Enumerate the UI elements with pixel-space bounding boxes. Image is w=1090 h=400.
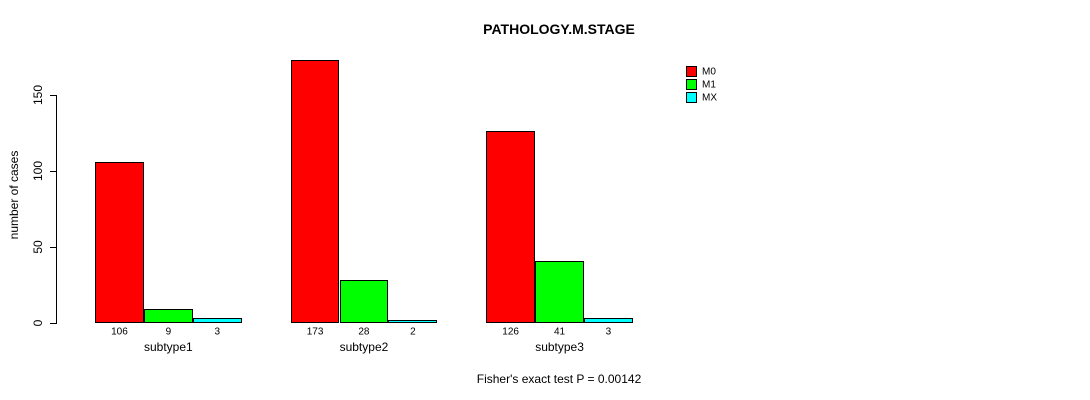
bar-mx-subtype1 xyxy=(192,318,242,323)
bar-value-label: 173 xyxy=(306,326,324,338)
footer-note: Fisher's exact test P = 0.00142 xyxy=(476,372,642,386)
bar-value-label: 106 xyxy=(111,326,128,338)
legend-label-m0: M0 xyxy=(702,66,716,77)
y-axis-tick-label: 0 xyxy=(31,319,45,327)
bar-m1-subtype2 xyxy=(339,280,389,323)
bar-value-label: 126 xyxy=(502,326,519,338)
bar-m0-subtype1 xyxy=(95,161,144,323)
y-axis-tick-label: 100 xyxy=(31,160,45,182)
bar-value-label: 28 xyxy=(358,326,370,338)
bar-m0-subtype3 xyxy=(486,131,536,323)
legend-swatch-m1 xyxy=(686,79,697,91)
y-axis-tick xyxy=(50,94,56,96)
bar-mx-subtype2 xyxy=(388,319,438,323)
bar-m1-subtype3 xyxy=(535,260,584,323)
x-category-label-subtype1: subtype1 xyxy=(143,340,193,354)
legend-swatch-mx xyxy=(686,92,697,104)
bar-m0-subtype2 xyxy=(290,60,340,323)
x-category-label-subtype3: subtype3 xyxy=(535,340,584,354)
y-axis-tick xyxy=(50,246,56,248)
bar-value-label: 3 xyxy=(605,326,612,338)
y-axis-tick xyxy=(50,170,56,172)
legend-label-mx: MX xyxy=(702,92,717,104)
legend-swatch-m0 xyxy=(686,66,697,77)
bar-value-label: 3 xyxy=(214,326,221,338)
bar-m1-subtype1 xyxy=(143,309,193,323)
bar-value-label: 2 xyxy=(410,326,416,338)
y-axis-tick-label: 150 xyxy=(31,84,45,106)
chart-title: PATHOLOGY.M.STAGE xyxy=(483,21,635,37)
bar-mx-subtype3 xyxy=(584,318,633,323)
bar-value-label: 41 xyxy=(553,326,566,338)
y-axis-tick xyxy=(50,322,56,324)
x-category-label-subtype2: subtype2 xyxy=(339,340,389,354)
y-axis-line xyxy=(56,95,57,324)
legend-label-m1: M1 xyxy=(702,79,716,91)
y-axis-tick-label: 50 xyxy=(31,240,45,254)
y-axis-label: number of cases xyxy=(7,150,21,240)
bar-value-label: 9 xyxy=(165,326,172,338)
